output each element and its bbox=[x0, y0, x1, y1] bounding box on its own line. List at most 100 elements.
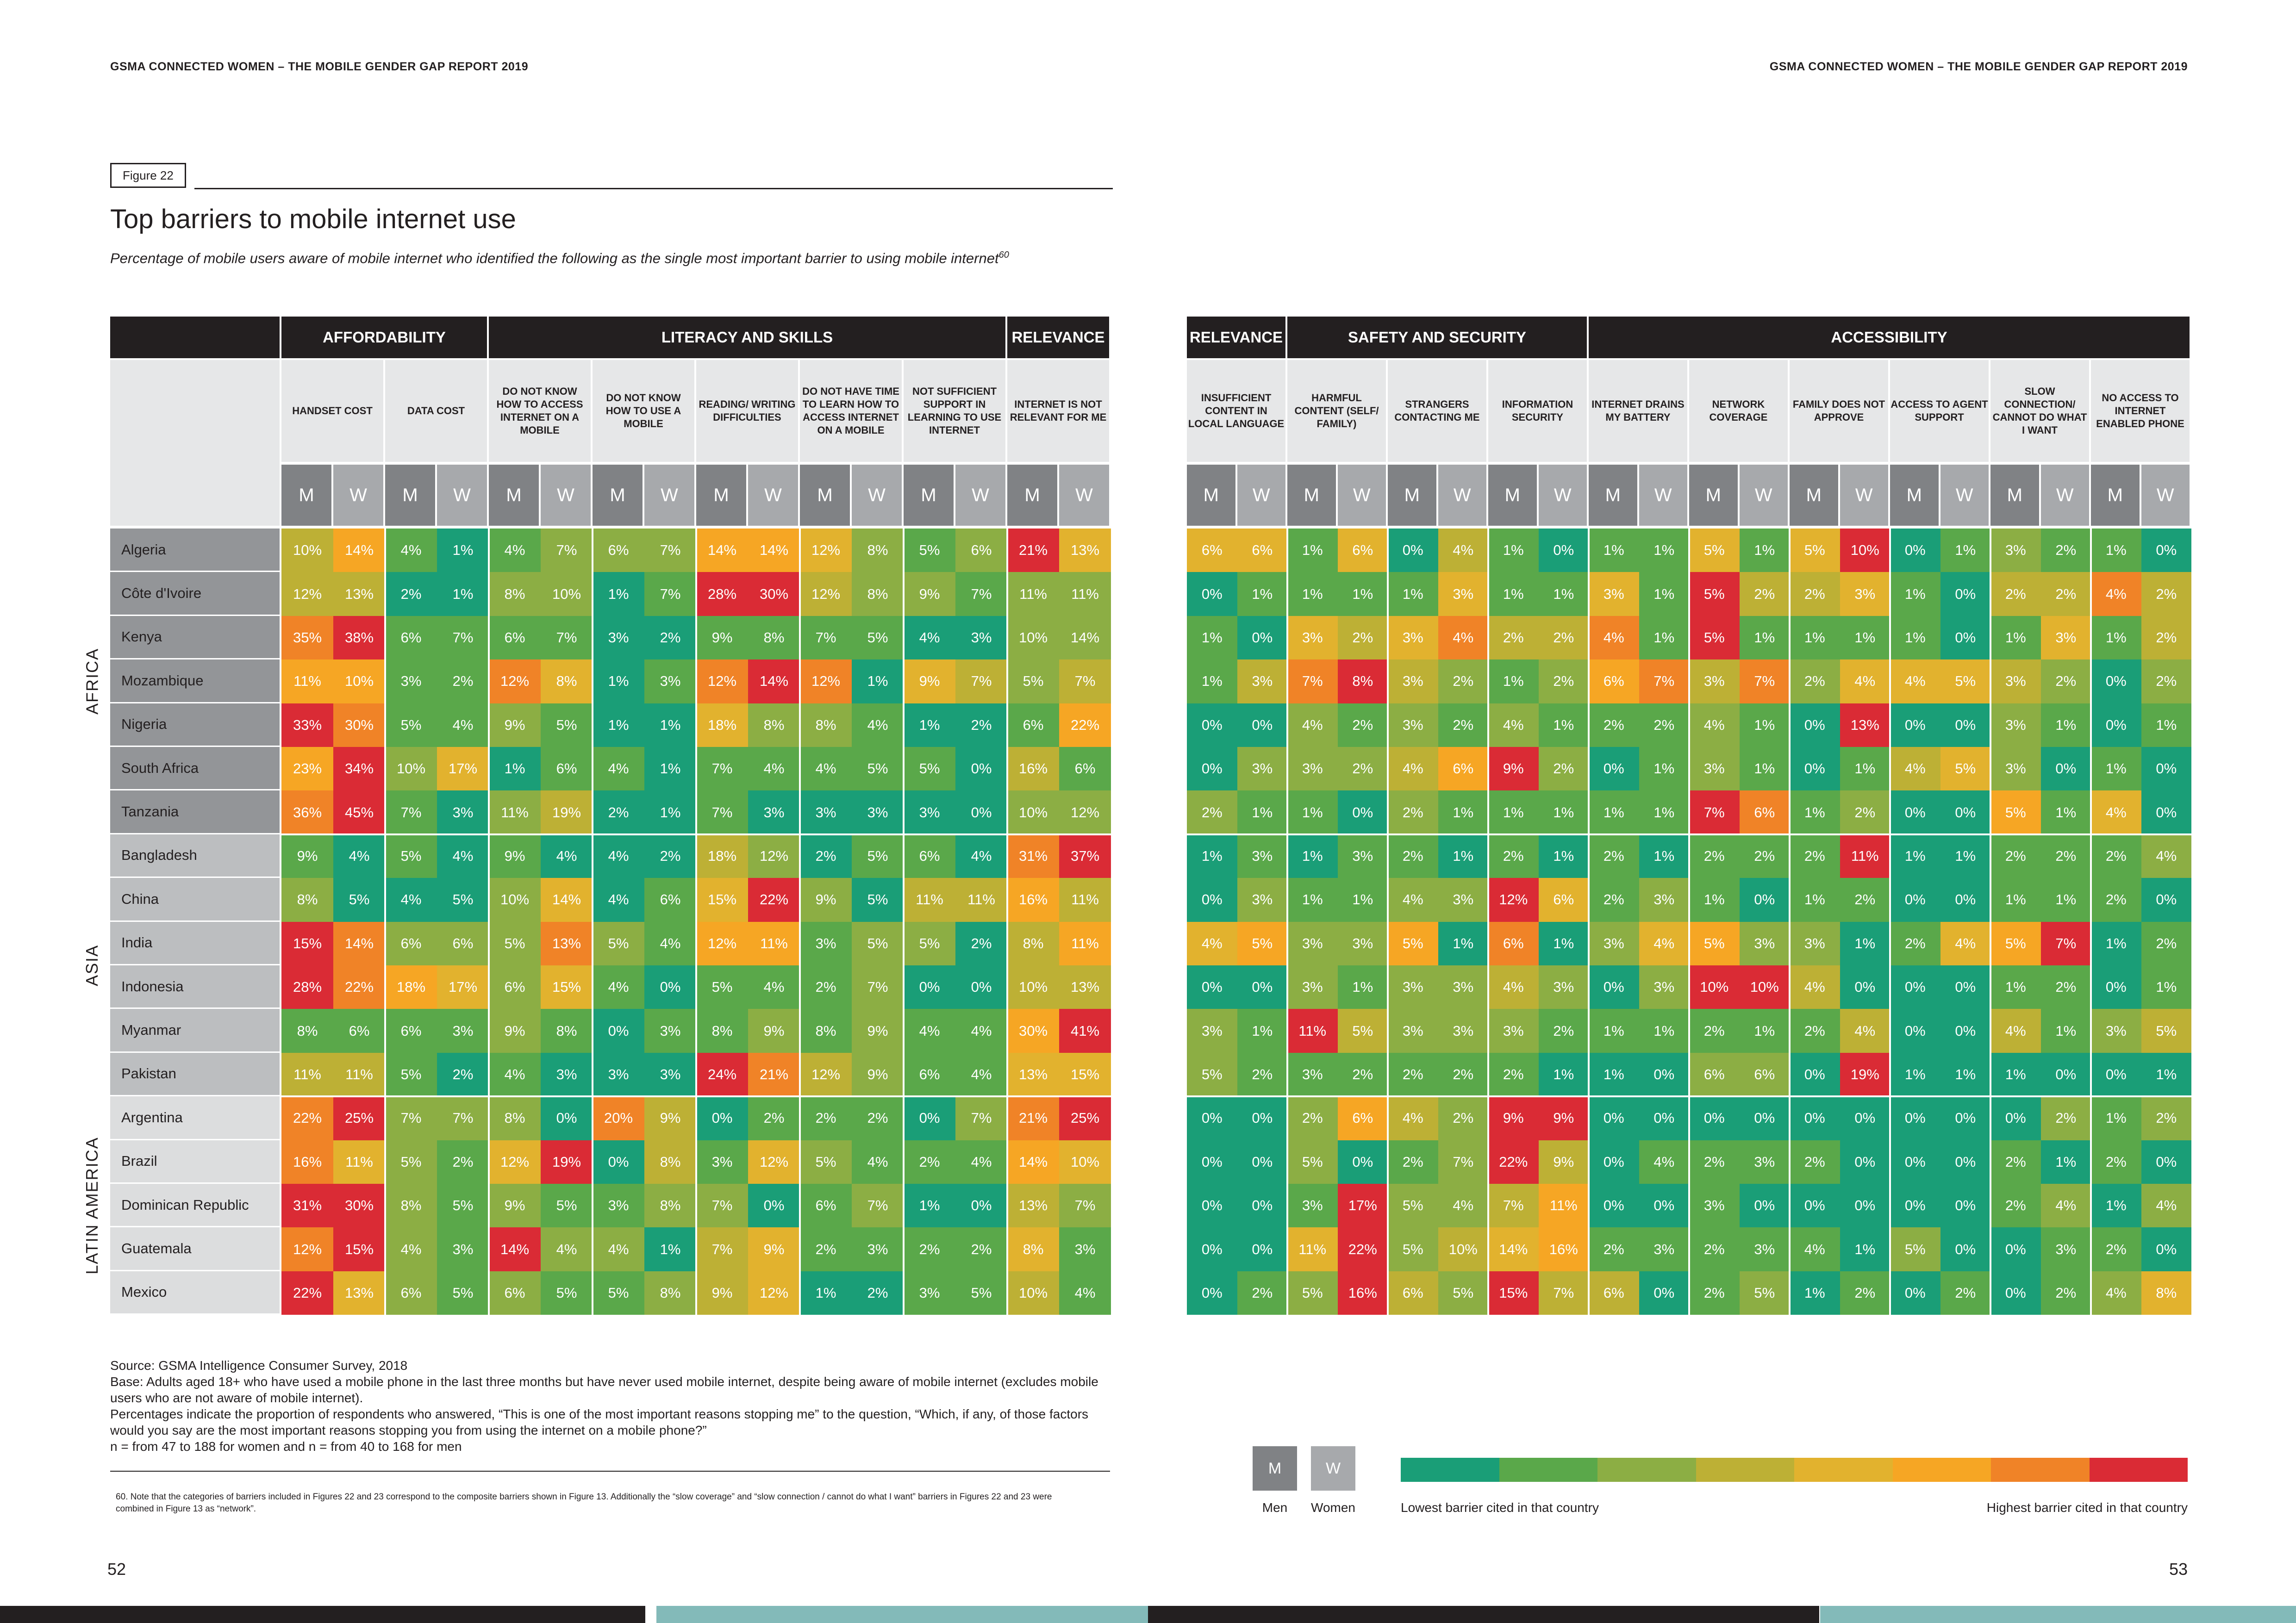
right-value-cell: 3% bbox=[1237, 659, 1287, 703]
left-value-cell: 2% bbox=[904, 1140, 955, 1184]
right-value-cell: 8% bbox=[1337, 659, 1388, 703]
left-value-cell: 4% bbox=[904, 1009, 955, 1053]
right-value-cell: 3% bbox=[1287, 921, 1338, 965]
right-value-cell: 0% bbox=[2091, 965, 2141, 1009]
left-value-cell: 12% bbox=[800, 572, 852, 616]
right-value-cell: 4% bbox=[1438, 616, 1488, 660]
left-value-cell: 6% bbox=[593, 529, 644, 572]
right-value-cell: 2% bbox=[1689, 1227, 1740, 1271]
right-value-cell: 0% bbox=[1187, 965, 1237, 1009]
left-value-cell: 11% bbox=[1059, 572, 1111, 616]
right-value-cell: 9% bbox=[1488, 747, 1539, 791]
left-value-cell: 2% bbox=[800, 965, 852, 1009]
legend-scale-step bbox=[1499, 1458, 1597, 1482]
right-value-cell: 1% bbox=[1940, 834, 1990, 878]
left-value-cell: 5% bbox=[852, 834, 904, 878]
right-value-cell: 4% bbox=[1840, 1009, 1890, 1053]
right-value-cell: 0% bbox=[1237, 616, 1287, 660]
country-label: Mexico bbox=[110, 1271, 280, 1314]
left-value-cell: 8% bbox=[541, 659, 593, 703]
left-value-cell: 3% bbox=[437, 1009, 489, 1053]
subtitle-footnote-ref: 60 bbox=[998, 250, 1009, 260]
right-value-cell: 0% bbox=[2091, 1052, 2141, 1097]
right-value-cell: 5% bbox=[1790, 529, 1840, 572]
left-value-cell: 8% bbox=[644, 1271, 696, 1315]
right-value-cell: 4% bbox=[2091, 1271, 2141, 1315]
right-column-divider bbox=[1688, 529, 1690, 1315]
left-m-header: M bbox=[800, 465, 850, 526]
right-value-cell: 0% bbox=[1589, 1096, 1639, 1140]
right-value-cell: 0% bbox=[2141, 747, 2191, 791]
right-value-cell: 3% bbox=[1790, 921, 1840, 965]
right-value-cell: 0% bbox=[1790, 703, 1840, 747]
right-value-cell: 2% bbox=[2040, 1096, 2091, 1140]
left-value-cell: 4% bbox=[593, 834, 644, 878]
right-value-cell: 6% bbox=[1589, 659, 1639, 703]
left-value-cell: 1% bbox=[644, 703, 696, 747]
left-value-cell: 8% bbox=[852, 572, 904, 616]
right-value-cell: 0% bbox=[1840, 1140, 1890, 1184]
left-w-header: W bbox=[955, 465, 1005, 526]
left-value-cell: 2% bbox=[644, 834, 696, 878]
left-value-cell: 6% bbox=[333, 1009, 385, 1053]
right-value-cell: 7% bbox=[1287, 659, 1338, 703]
left-value-cell: 1% bbox=[800, 1271, 852, 1315]
right-value-cell: 2% bbox=[1940, 1271, 1990, 1315]
right-value-cell: 0% bbox=[1187, 1184, 1237, 1228]
legend-men-label: Men bbox=[1262, 1500, 1288, 1515]
left-value-cell: 4% bbox=[593, 965, 644, 1009]
left-value-cell: 6% bbox=[541, 747, 593, 791]
right-value-cell: 4% bbox=[1689, 703, 1740, 747]
left-value-cell: 8% bbox=[385, 1184, 437, 1228]
right-value-cell: 1% bbox=[1187, 659, 1237, 703]
left-value-cell: 36% bbox=[281, 790, 333, 834]
left-value-cell: 7% bbox=[696, 747, 748, 791]
left-column-divider bbox=[799, 529, 801, 1315]
left-value-cell: 0% bbox=[541, 1096, 593, 1140]
left-value-cell: 6% bbox=[385, 921, 437, 965]
right-value-cell: 1% bbox=[1538, 834, 1589, 878]
left-value-cell: 6% bbox=[904, 834, 955, 878]
left-value-cell: 1% bbox=[593, 659, 644, 703]
left-value-cell: 30% bbox=[333, 703, 385, 747]
right-value-cell: 1% bbox=[1639, 747, 1689, 791]
right-value-cell: 0% bbox=[1890, 1009, 1940, 1053]
right-value-cell: 0% bbox=[1840, 1096, 1890, 1140]
left-value-cell: 10% bbox=[1007, 616, 1059, 660]
left-column-header: DO NOT HAVE TIME TO LEARN HOW TO ACCESS … bbox=[800, 360, 902, 462]
left-value-cell: 5% bbox=[437, 1184, 489, 1228]
left-value-cell: 16% bbox=[1007, 747, 1059, 791]
left-value-cell: 11% bbox=[333, 1052, 385, 1097]
left-value-cell: 10% bbox=[1007, 1271, 1059, 1315]
right-value-cell: 1% bbox=[2040, 790, 2091, 834]
right-value-cell: 0% bbox=[1940, 965, 1990, 1009]
right-value-cell: 3% bbox=[1538, 965, 1589, 1009]
page-header-left: GSMA CONNECTED WOMEN – THE MOBILE GENDER… bbox=[110, 60, 529, 73]
right-value-cell: 1% bbox=[1739, 616, 1790, 660]
left-value-cell: 12% bbox=[489, 659, 541, 703]
right-value-cell: 2% bbox=[1739, 834, 1790, 878]
left-value-cell: 8% bbox=[281, 878, 333, 922]
right-value-cell: 0% bbox=[1237, 1227, 1287, 1271]
left-value-cell: 0% bbox=[748, 1184, 800, 1228]
right-value-cell: 5% bbox=[1287, 1271, 1338, 1315]
left-column-header: DO NOT KNOW HOW TO ACCESS INTERNET ON A … bbox=[489, 360, 591, 462]
right-value-cell: 6% bbox=[1739, 790, 1790, 834]
right-value-cell: 3% bbox=[1287, 1052, 1338, 1097]
right-value-cell: 1% bbox=[1287, 878, 1338, 922]
right-value-cell: 0% bbox=[1589, 965, 1639, 1009]
right-value-cell: 5% bbox=[1438, 1271, 1488, 1315]
right-value-cell: 2% bbox=[1337, 616, 1388, 660]
figure-label: Figure 22 bbox=[110, 163, 186, 188]
country-label: China bbox=[110, 878, 280, 920]
left-value-cell: 10% bbox=[489, 878, 541, 922]
right-value-cell: 0% bbox=[1940, 616, 1990, 660]
left-value-cell: 0% bbox=[955, 1184, 1007, 1228]
left-value-cell: 22% bbox=[281, 1096, 333, 1140]
left-value-cell: 28% bbox=[696, 572, 748, 616]
right-value-cell: 2% bbox=[1388, 1140, 1438, 1184]
left-value-cell: 15% bbox=[541, 965, 593, 1009]
left-value-cell: 17% bbox=[437, 747, 489, 791]
right-value-cell: 2% bbox=[1689, 1271, 1740, 1315]
left-value-cell: 1% bbox=[593, 703, 644, 747]
